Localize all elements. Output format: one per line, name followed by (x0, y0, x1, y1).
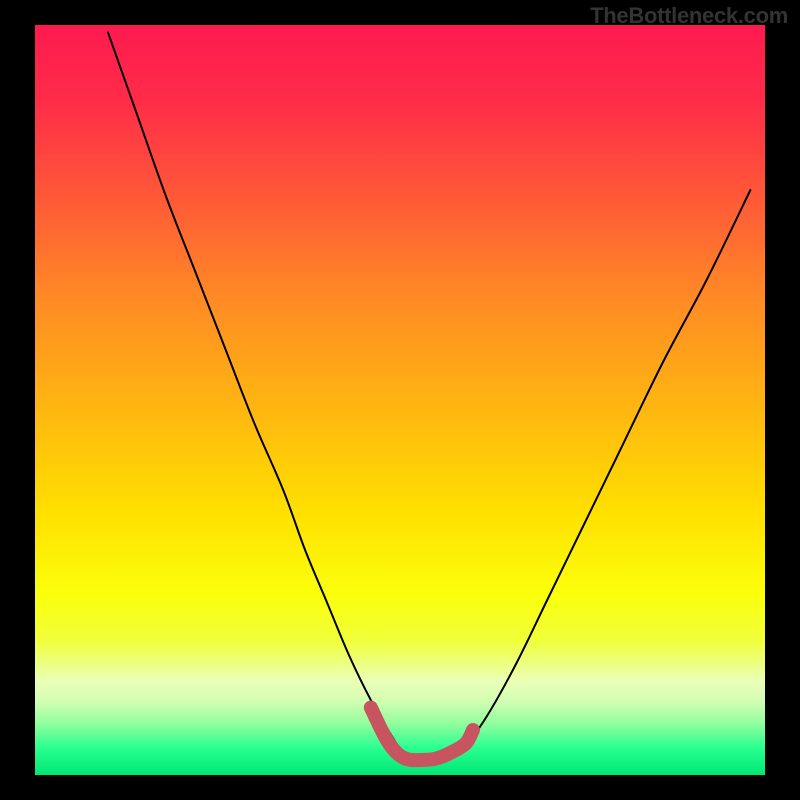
chart-canvas: TheBottleneck.com (0, 0, 800, 800)
bottleneck-chart-svg (0, 0, 800, 800)
watermark-text: TheBottleneck.com (590, 3, 788, 29)
